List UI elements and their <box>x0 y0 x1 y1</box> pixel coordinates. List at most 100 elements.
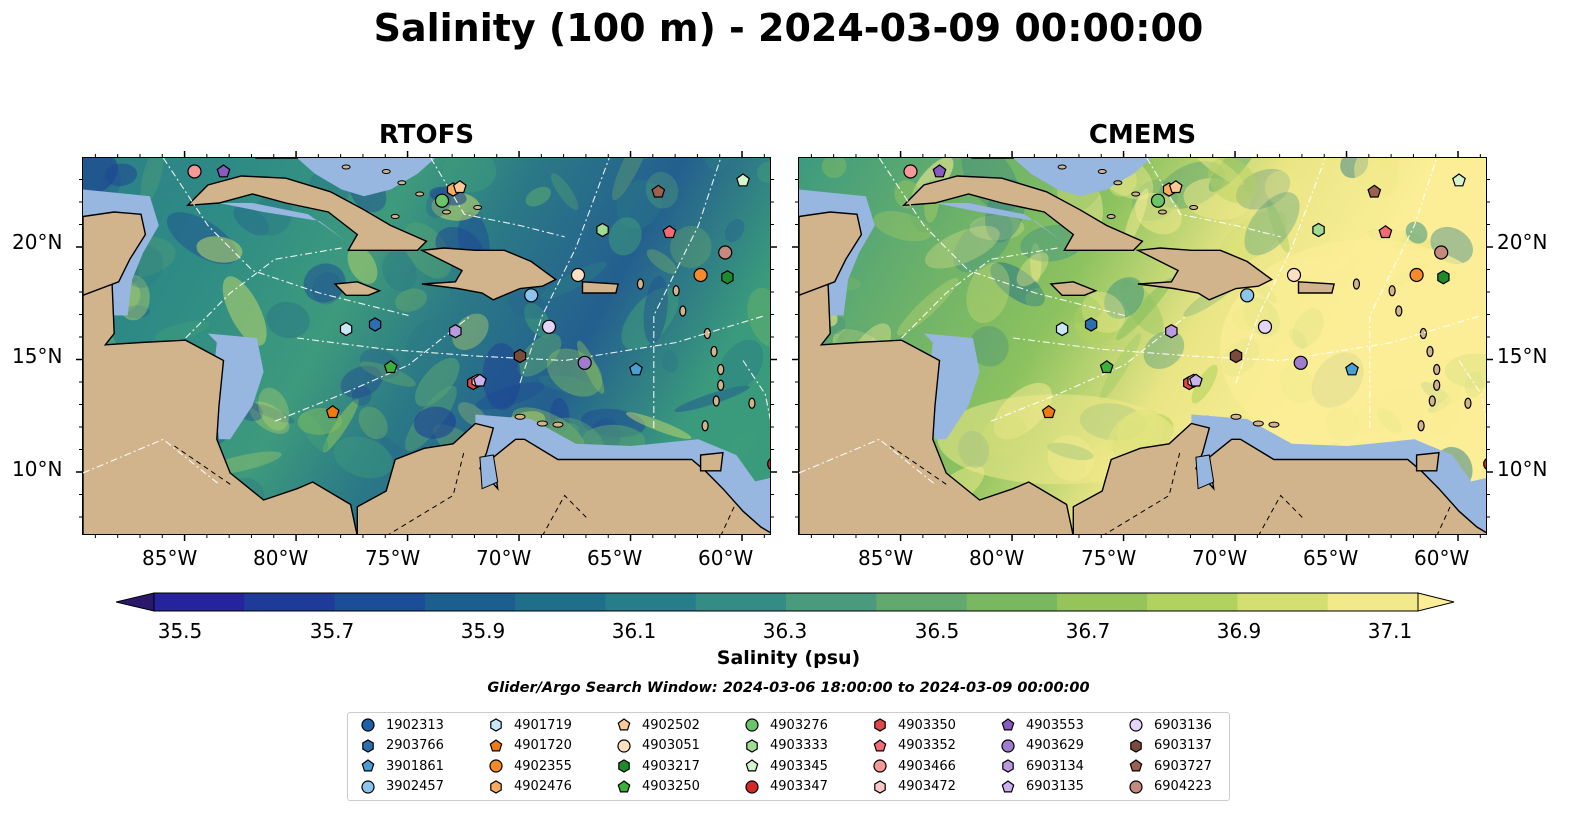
platform-marker[interactable] <box>434 193 450 208</box>
platform-marker[interactable] <box>524 288 539 303</box>
legend-label: 6903137 <box>1154 738 1212 753</box>
platform-marker[interactable] <box>1041 405 1056 419</box>
platform-marker[interactable] <box>339 321 353 337</box>
platform-marker[interactable] <box>1409 267 1424 283</box>
platform-marker[interactable] <box>325 405 340 419</box>
platform-marker[interactable] <box>718 245 733 260</box>
platform-marker[interactable] <box>651 184 666 198</box>
colorbar-segment <box>1237 593 1329 611</box>
legend-label: 4902476 <box>514 779 572 794</box>
platform-marker[interactable] <box>383 360 398 374</box>
legend-label: 6903134 <box>1026 758 1084 774</box>
legend-item: 4903345 <box>744 756 828 776</box>
platform-marker[interactable] <box>932 164 947 178</box>
platform-marker[interactable] <box>1168 180 1183 194</box>
legend-item: 6904223 <box>1128 777 1212 797</box>
platform-marker[interactable] <box>1150 193 1166 208</box>
pentagon-marker-icon <box>617 718 631 731</box>
platform-marker[interactable] <box>1286 267 1302 283</box>
x-tick-label: 75°W <box>365 546 421 570</box>
hexagon-marker-icon <box>618 759 630 773</box>
land-southamerica <box>356 422 770 534</box>
platform-markers <box>903 164 1487 471</box>
platform-marker[interactable] <box>721 270 734 285</box>
legend-item: 4903347 <box>744 777 828 797</box>
platform-marker[interactable] <box>1434 245 1449 260</box>
panel-title-rtofs: RTOFS <box>378 120 475 150</box>
colorbar-segment <box>605 593 697 611</box>
land-jamaica <box>333 281 382 297</box>
platform-marker[interactable] <box>1312 222 1325 238</box>
platform-marker[interactable] <box>1437 270 1450 285</box>
platform-marker[interactable] <box>736 173 750 187</box>
figure-title: Salinity (100 m) - 2024-03-09 00:00:00 <box>373 6 1204 50</box>
pentagon-marker-icon <box>873 738 887 751</box>
legend-item: 4903333 <box>744 736 828 756</box>
shelf-cubaS <box>935 203 1063 242</box>
legend-label: 4901719 <box>514 717 572 733</box>
platform-marker[interactable] <box>541 319 557 334</box>
pentagon-marker-icon <box>1001 779 1015 792</box>
platform-marker[interactable] <box>1367 184 1382 198</box>
platform-marker[interactable] <box>629 362 643 376</box>
platform-marker[interactable] <box>1378 225 1393 239</box>
salinity-colorbar <box>116 592 1455 612</box>
land-cuba <box>901 175 1144 252</box>
platform-marker[interactable] <box>449 324 462 339</box>
x-tick-label: 85°W <box>142 546 198 570</box>
colorbar-segment <box>334 593 426 611</box>
platform-marker[interactable] <box>1055 321 1069 337</box>
platform-marker[interactable] <box>1452 173 1466 187</box>
legend-label: 4903472 <box>898 779 956 794</box>
platform-marker[interactable] <box>472 373 487 387</box>
circle-marker-icon <box>361 718 375 732</box>
platform-marker[interactable] <box>767 458 771 471</box>
legend-label: 2903766 <box>386 738 444 753</box>
legend-label: 4903276 <box>770 717 828 733</box>
circle-marker-icon <box>1001 738 1015 753</box>
platform-marker[interactable] <box>452 180 467 194</box>
platform-marker[interactable] <box>1165 324 1178 339</box>
platform-marker[interactable] <box>577 355 592 370</box>
legend-label: 4903345 <box>770 758 828 774</box>
platform-marker[interactable] <box>1257 319 1273 334</box>
circle-marker-icon <box>1129 779 1143 794</box>
platform-marker[interactable] <box>693 267 708 283</box>
platform-marker[interactable] <box>187 164 202 179</box>
legend-item: 6903134 <box>1000 756 1084 776</box>
y-tick-label: 20°N <box>1497 230 1548 254</box>
platform-marker[interactable] <box>903 164 918 179</box>
platform-marker[interactable] <box>1084 317 1098 332</box>
search-window-text: Glider/Argo Search Window: 2024-03-06 18… <box>487 680 1090 696</box>
platform-marker[interactable] <box>1188 373 1203 387</box>
platform-legend: 1902313 2903766 3901861 3902457 4901719 49017… <box>347 712 1230 801</box>
platform-marker[interactable] <box>1345 362 1359 376</box>
platform-marker[interactable] <box>662 225 677 239</box>
circle-marker-icon <box>361 779 375 794</box>
platform-marker[interactable] <box>368 317 382 332</box>
colorbar-segment <box>154 593 245 611</box>
map-panel-cmems[interactable] <box>798 157 1487 535</box>
platform-marker[interactable] <box>1240 288 1255 303</box>
colorbar-tick: 36.9 <box>1216 619 1262 643</box>
platform-marker[interactable] <box>216 164 231 178</box>
platform-marker[interactable] <box>570 267 586 283</box>
legend-item: 4903629 <box>1000 736 1084 756</box>
colorbar-segment <box>1327 593 1419 611</box>
land-trinidad <box>699 451 724 472</box>
platform-marker[interactable] <box>513 348 527 364</box>
platform-marker[interactable] <box>1229 348 1243 364</box>
map-panel-rtofs[interactable] <box>82 157 771 535</box>
legend-item: 2903766 <box>360 736 444 756</box>
platform-marker[interactable] <box>1293 355 1308 370</box>
circle-marker-icon <box>873 759 887 773</box>
platform-marker[interactable] <box>1099 360 1114 374</box>
platform-marker[interactable] <box>1483 458 1487 471</box>
hexagon-marker-icon <box>362 738 374 753</box>
legend-item: 4901720 <box>488 736 572 756</box>
colorbar-segment <box>876 593 968 611</box>
legend-label: 6903135 <box>1026 779 1084 794</box>
pentagon-marker-icon <box>1001 718 1015 731</box>
platform-marker[interactable] <box>596 222 609 238</box>
platform-markers <box>187 164 771 471</box>
